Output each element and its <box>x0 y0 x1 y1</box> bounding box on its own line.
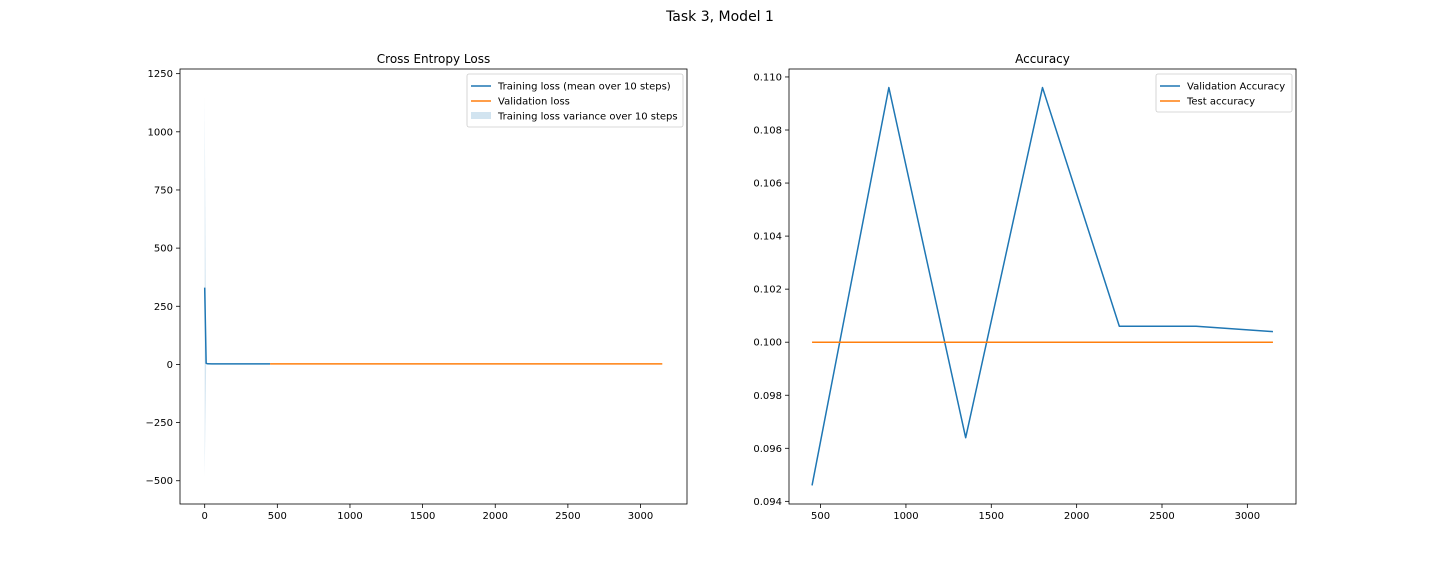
y-tick-label: 0.110 <box>753 72 782 83</box>
y-tick-label: 0.106 <box>753 179 782 190</box>
y-tick-label: 1250 <box>148 69 173 80</box>
y-tick-label: 0.102 <box>753 285 782 296</box>
y-tick-label: 250 <box>154 302 173 313</box>
x-tick-label: 1500 <box>979 511 1004 522</box>
plot-frame <box>179 68 688 505</box>
plot-frame <box>788 68 1297 505</box>
legend-label: Training loss variance over 10 steps <box>497 112 678 123</box>
y-tick-label: 0.108 <box>753 126 782 137</box>
series-line <box>811 86 1274 486</box>
legend-label: Validation Accuracy <box>1187 82 1285 93</box>
x-tick-label: 2000 <box>483 511 508 522</box>
y-tick-label: 750 <box>154 185 173 196</box>
legend-label: Validation loss <box>498 97 570 108</box>
y-tick-label: 0 <box>167 360 173 371</box>
legend-label: Test accuracy <box>1186 97 1255 108</box>
variance-band <box>204 96 207 477</box>
x-tick-label: 500 <box>268 511 287 522</box>
figure-title: Task 3, Model 1 <box>666 9 774 25</box>
x-tick-label: 1000 <box>337 511 362 522</box>
accuracy-chart: Accuracy 500 1000 1500 2000 2500 3000 0.094 0.09… <box>753 52 1297 522</box>
y-tick-label: 0.096 <box>753 444 782 455</box>
series-line <box>203 287 271 365</box>
y-tick-label: 0.100 <box>753 338 782 349</box>
y-tick-label: 0.094 <box>753 497 782 508</box>
x-tick-label: 2500 <box>555 511 580 522</box>
x-tick-label: 2500 <box>1149 511 1174 522</box>
chart-title: Accuracy <box>1015 52 1070 66</box>
legend <box>1155 73 1293 113</box>
legend <box>466 73 684 128</box>
x-tick-label: 3000 <box>1235 511 1260 522</box>
x-tick-label: 3000 <box>628 511 653 522</box>
x-tick-label: 500 <box>811 511 830 522</box>
y-tick-label: 0.098 <box>753 391 782 402</box>
y-tick-label: −250 <box>146 418 173 429</box>
x-tick-label: 2000 <box>1064 511 1089 522</box>
x-tick-label: 1500 <box>410 511 435 522</box>
legend-label: Training loss (mean over 10 steps) <box>497 82 671 93</box>
legend-swatch <box>471 112 491 119</box>
x-tick-label: 1000 <box>893 511 918 522</box>
x-tick-label: 0 <box>202 511 208 522</box>
chart-title: Cross Entropy Loss <box>377 52 490 66</box>
y-tick-label: −500 <box>146 476 173 487</box>
y-tick-label: 500 <box>154 244 173 255</box>
y-tick-label: 0.104 <box>753 232 782 243</box>
y-tick-label: 1000 <box>148 127 173 138</box>
